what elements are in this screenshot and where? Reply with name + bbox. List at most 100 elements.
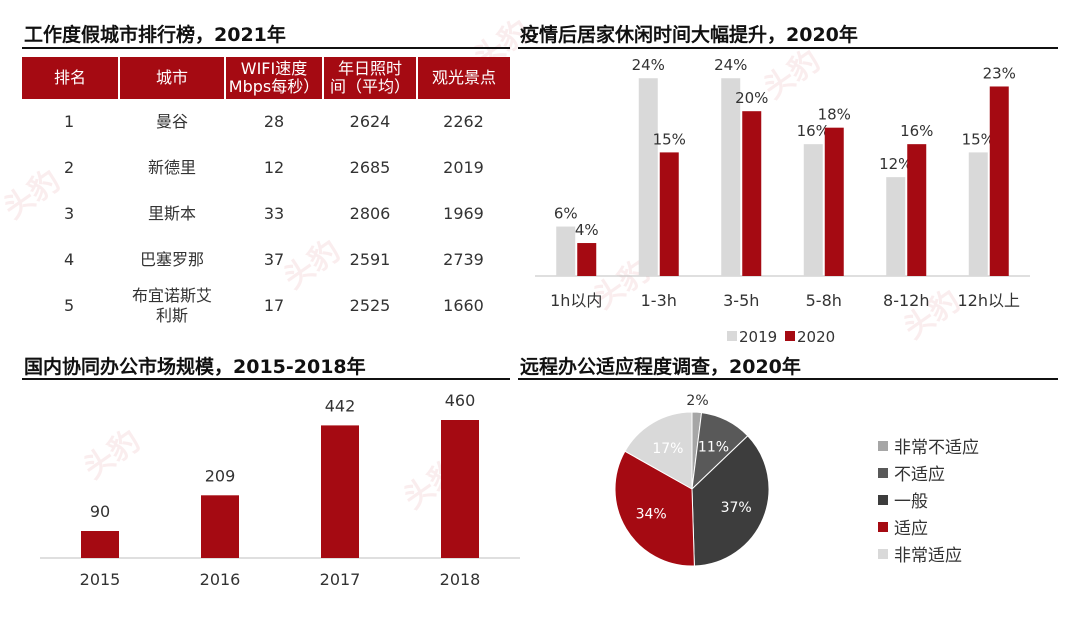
table-cell: 布宜诺斯艾 利斯 — [131, 286, 212, 325]
legend-item: 适应 — [878, 513, 979, 540]
table-cell: 2262 — [443, 112, 484, 131]
legend-label: 非常不适应 — [894, 438, 979, 458]
rank-cell: 4 — [64, 250, 75, 269]
bar — [81, 531, 119, 558]
legend-swatch — [878, 548, 888, 559]
data-label: 12% — [879, 155, 912, 173]
legend-swatch — [878, 494, 888, 505]
legend-swatch — [878, 440, 888, 451]
bar-2019 — [638, 78, 658, 277]
table-cell: 17 — [263, 296, 285, 315]
x-tick-label: 2017 — [320, 570, 361, 589]
x-tick-label: 2015 — [80, 570, 121, 589]
data-label: 20% — [735, 89, 768, 107]
leisure-panel-title: 疫情后居家休闲时间大幅提升，2020年 — [520, 24, 858, 46]
data-label: 15% — [962, 130, 995, 148]
rank-cell: 2 — [64, 158, 75, 177]
table-header-cell: 观光景点 — [417, 57, 510, 99]
table-cell: 1969 — [443, 204, 484, 223]
bar-2019 — [968, 152, 988, 276]
table-cell: 2685 — [349, 158, 391, 177]
table-header-row: 排名 城市 WIFI速度 Mbps每秒） 年日照时 间（平均） 观光景点 — [22, 57, 510, 99]
table-header-cell: 年日照时 间（平均） — [323, 57, 418, 99]
legend-item: 不适应 — [878, 459, 979, 486]
table-cell: 2806 — [349, 204, 391, 223]
table-cell: 2525 — [349, 296, 391, 315]
market-panel-title: 国内协同办公市场规模，2015-2018年 — [24, 356, 366, 378]
data-label: 23% — [983, 64, 1016, 82]
data-label: 24% — [632, 56, 665, 74]
x-tick-label: 12h以上 — [957, 291, 1020, 310]
legend-swatch — [878, 467, 888, 478]
bar-2019 — [721, 78, 741, 277]
legend-item: 非常适应 — [878, 540, 979, 567]
legend-label: 非常适应 — [894, 546, 962, 566]
table-header-cell: 城市 — [119, 57, 226, 99]
pie-slice — [614, 450, 695, 567]
pie-slice — [624, 411, 693, 490]
data-label: 6% — [554, 205, 578, 223]
remote-title-rule — [518, 378, 1058, 380]
table-cell: 1660 — [443, 296, 484, 315]
bar-2020 — [577, 243, 597, 276]
table-header-cell: WIFI速度 Mbps每秒） — [225, 57, 324, 99]
legend-item: 一般 — [878, 486, 979, 513]
table-row: 2 新德里 12 2685 2019 — [22, 145, 510, 191]
table-cell: 2591 — [349, 250, 391, 269]
table-cell: 巴塞罗那 — [139, 250, 204, 269]
city-ranking-table: 排名 城市 WIFI速度 Mbps每秒） 年日照时 间（平均） 观光景点 1 曼谷 28 2624… — [22, 57, 510, 329]
legend-item: 非常不适应 — [878, 432, 979, 459]
cities-panel-title: 工作度假城市排行榜，2021年 — [24, 24, 286, 46]
table-row: 5 布宜诺斯艾 利斯 17 2525 1660 — [22, 283, 510, 329]
bar-2019 — [803, 144, 823, 276]
data-label: 442 — [325, 396, 356, 415]
rank-cell: 1 — [64, 112, 75, 131]
pie-label: 2% — [686, 393, 708, 409]
table-cell: 33 — [263, 204, 285, 223]
legend-label: 不适应 — [894, 465, 945, 485]
pie-slice — [691, 435, 770, 567]
legend-swatch — [727, 331, 737, 341]
cities-title-rule — [22, 47, 510, 49]
x-tick-label: 1h以内 — [550, 291, 602, 310]
legend-swatch — [785, 331, 795, 341]
bar — [441, 420, 479, 558]
rank-cell: 5 — [64, 296, 75, 315]
x-tick-label: 8-12h — [883, 291, 929, 310]
bar-2019 — [886, 177, 906, 276]
bar-2020 — [742, 111, 762, 276]
x-tick-label: 5-8h — [806, 291, 842, 310]
pie-label: 11% — [698, 439, 729, 455]
leisure-title-rule — [518, 47, 1058, 49]
bar-2020 — [907, 144, 927, 276]
table-cell: 2624 — [349, 112, 391, 131]
data-label: 18% — [818, 106, 851, 124]
legend-swatch — [878, 521, 888, 532]
table-cell: 2739 — [443, 250, 484, 269]
remote-panel-title: 远程办公适应程度调查，2020年 — [520, 356, 801, 378]
legend-label: 2019 — [739, 328, 777, 346]
table-cell: 2019 — [443, 158, 484, 177]
x-tick-label: 2018 — [440, 570, 481, 589]
pie-label: 34% — [636, 507, 667, 523]
data-label: 90 — [90, 502, 110, 521]
x-tick-label: 2016 — [200, 570, 241, 589]
legend-label: 2020 — [797, 328, 835, 346]
pie-label: 17% — [652, 441, 683, 457]
table-header-cell: 排名 — [22, 57, 120, 99]
data-label: 16% — [900, 122, 933, 140]
bar-2019 — [556, 226, 576, 276]
pie-label: 37% — [721, 500, 752, 516]
table-cell: 37 — [263, 250, 285, 269]
bar-2020 — [824, 127, 844, 277]
table-row: 4 巴塞罗那 37 2591 2739 — [22, 237, 510, 283]
data-label: 460 — [445, 391, 476, 410]
table-body: 1 曼谷 28 2624 2262 2 新德里 12 2685 2019 3 里斯本 33 2806 196… — [22, 99, 510, 329]
table-row: 3 里斯本 33 2806 1969 — [22, 191, 510, 237]
data-label: 16% — [797, 122, 830, 140]
legend-label: 适应 — [894, 519, 928, 539]
table-cell: 12 — [263, 158, 285, 177]
table-row: 1 曼谷 28 2624 2262 — [22, 99, 510, 145]
table-cell: 28 — [263, 112, 285, 131]
